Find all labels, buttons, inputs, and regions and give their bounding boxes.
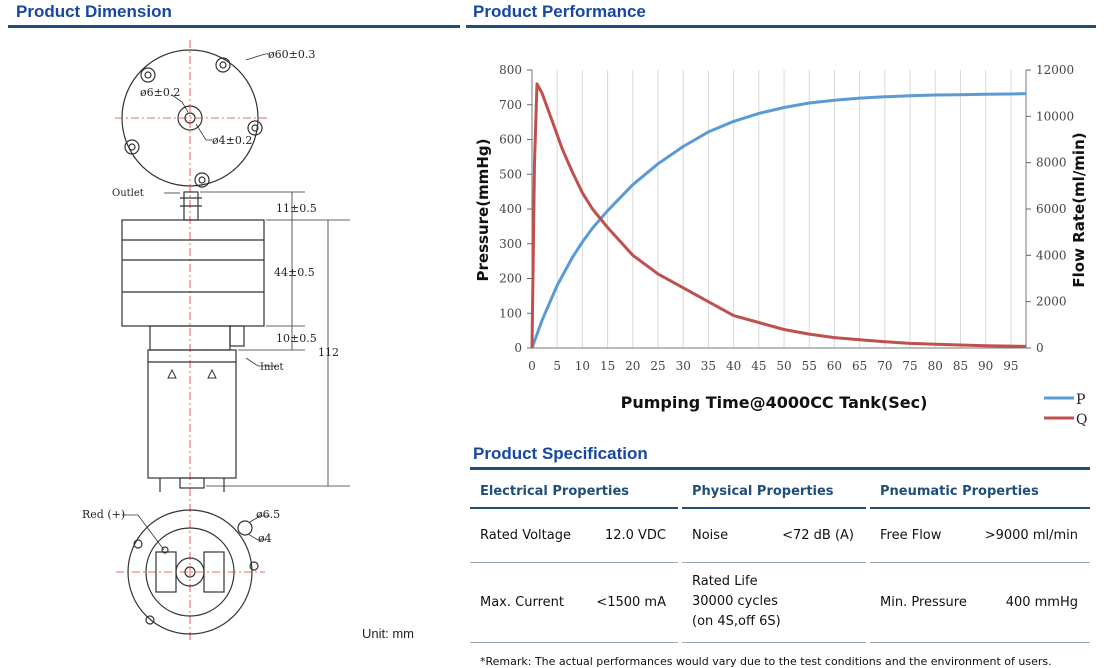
y-tick-label: 800 xyxy=(499,63,522,77)
free-flow-label: Free Flow xyxy=(870,508,976,563)
product-performance-title: Product Performance xyxy=(473,2,646,21)
x-tick-label: 95 xyxy=(1003,359,1018,373)
noise-label: Noise xyxy=(682,508,770,563)
free-flow-value: >9000 ml/min xyxy=(976,508,1090,563)
chart-axes xyxy=(531,70,1027,349)
x-tick-label: 90 xyxy=(978,359,993,373)
y2-tick-label: 4000 xyxy=(1036,248,1067,262)
screw-holes xyxy=(124,57,263,188)
chart-series xyxy=(530,82,1027,349)
dimension-drawing: ø60±0.3 ø6±0.2 ø4±0.2 xyxy=(82,40,350,640)
performance-chart: 0 5 10 15 20 25 30 35 40 45 50 55 60 65 70 75 80 85 90 95 0 1… xyxy=(474,63,1088,428)
spec-row: Rated Voltage 12.0 VDC Noise <72 dB (A) … xyxy=(470,508,1090,563)
product-specification-title: Product Specification xyxy=(473,444,648,463)
x-tick-label: 75 xyxy=(902,359,917,373)
rated-voltage-value: 12.0 VDC xyxy=(588,508,678,563)
x-tick-label: 85 xyxy=(953,359,968,373)
outlet-label: Outlet xyxy=(112,188,144,199)
y2-tick-label: 6000 xyxy=(1036,202,1067,216)
height-112-label: 112 xyxy=(318,346,339,359)
height-11-label: 11±0.5 xyxy=(276,202,317,215)
y2-tick-label: 12000 xyxy=(1036,63,1074,77)
dia-4-bottom-label: ø4 xyxy=(258,532,272,545)
unit-label: Unit: mm xyxy=(362,626,414,641)
physical-header: Physical Properties xyxy=(682,476,866,509)
max-current-label: Max. Current xyxy=(470,562,588,643)
legend-label-q: Q xyxy=(1076,412,1087,428)
y-tick-label: 0 xyxy=(514,341,522,355)
y-tick-label: 600 xyxy=(499,133,522,147)
x-tick-label: 0 xyxy=(528,359,536,373)
x-tick-label: 80 xyxy=(928,359,943,373)
rated-life-cycles: 30000 cycles xyxy=(692,594,778,609)
y-tick-label: 700 xyxy=(499,98,522,112)
x-tick-label: 60 xyxy=(827,359,842,373)
max-current-value: <1500 mA xyxy=(588,562,678,643)
x-tick-label: 10 xyxy=(575,359,590,373)
x-axis-title: Pumping Time@4000CC Tank(Sec) xyxy=(621,393,928,412)
min-pressure-value: 400 mmHg xyxy=(976,562,1090,643)
dia-6-5-label: ø6.5 xyxy=(256,508,280,521)
noise-value: <72 dB (A) xyxy=(770,508,866,563)
chart-legend: PQ xyxy=(1044,392,1087,428)
y-axis-title: Pressure(mmHg) xyxy=(474,139,492,282)
side-view-outline xyxy=(121,191,265,492)
y-tick-label: 300 xyxy=(499,237,522,251)
red-positive-label: Red (+) xyxy=(82,508,125,521)
min-pressure-label: Min. Pressure xyxy=(870,562,976,643)
x-tick-label: 35 xyxy=(701,359,716,373)
y-tick-label: 500 xyxy=(499,167,522,181)
rated-voltage-label: Rated Voltage xyxy=(470,508,588,563)
product-dimension-title: Product Dimension xyxy=(16,2,172,21)
y2-axis-title: Flow Rate(ml/min) xyxy=(1070,132,1088,287)
performance-title-rule xyxy=(466,25,1096,28)
dimension-title-rule xyxy=(8,25,460,28)
spec-header-row: Electrical Properties Physical Propertie… xyxy=(470,476,1090,509)
y-tick-label: 100 xyxy=(499,306,522,320)
x-tick-label: 25 xyxy=(650,359,665,373)
y-tick-label: 200 xyxy=(499,272,522,286)
x-tick-label: 45 xyxy=(751,359,766,373)
x-tick-label: 5 xyxy=(553,359,561,373)
x-tick-label: 30 xyxy=(676,359,691,373)
rated-life-label: Rated Life xyxy=(692,574,758,589)
legend-label-p: P xyxy=(1076,392,1085,408)
x-tick-label: 70 xyxy=(877,359,892,373)
y2-tick-label: 8000 xyxy=(1036,156,1067,170)
x-tick-label: 55 xyxy=(802,359,817,373)
x-tick-label: 15 xyxy=(600,359,615,373)
dia-60-label: ø60±0.3 xyxy=(268,48,315,61)
y2-tick-label: 10000 xyxy=(1036,109,1074,123)
x-tick-label: 50 xyxy=(776,359,791,373)
height-44-label: 44±0.5 xyxy=(274,266,315,279)
pneumatic-header: Pneumatic Properties xyxy=(870,476,1090,509)
spec-table: Electrical Properties Physical Propertie… xyxy=(470,476,1090,643)
height-10-label: 10±0.5 xyxy=(276,332,317,345)
electrical-header: Electrical Properties xyxy=(470,476,678,509)
remark-note: *Remark: The actual performances would v… xyxy=(480,655,1052,668)
rated-life-cell: Rated Life 30000 cycles (on 4S,off 6S) xyxy=(682,562,866,643)
series-line-q xyxy=(530,82,1027,349)
dia-4-label: ø4±0.2 xyxy=(212,134,252,147)
inlet-label: Inlet xyxy=(260,362,284,373)
y2-tick-label: 2000 xyxy=(1036,295,1067,309)
rated-life-duty: (on 4S,off 6S) xyxy=(692,614,781,629)
chart-grid xyxy=(531,70,1027,348)
series-line-p xyxy=(530,92,1027,349)
y2-tick-label: 0 xyxy=(1036,341,1044,355)
chart-ticks: 0 5 10 15 20 25 30 35 40 45 50 55 60 65 70 75 80 85 90 95 0 1… xyxy=(499,63,1074,373)
x-tick-label: 20 xyxy=(625,359,640,373)
y-tick-label: 400 xyxy=(499,202,522,216)
specification-title-rule xyxy=(470,467,1090,470)
x-tick-label: 65 xyxy=(852,359,867,373)
spec-row: Max. Current <1500 mA Rated Life 30000 c… xyxy=(470,562,1090,643)
dia-6-label: ø6±0.2 xyxy=(140,86,180,99)
x-tick-label: 40 xyxy=(726,359,741,373)
